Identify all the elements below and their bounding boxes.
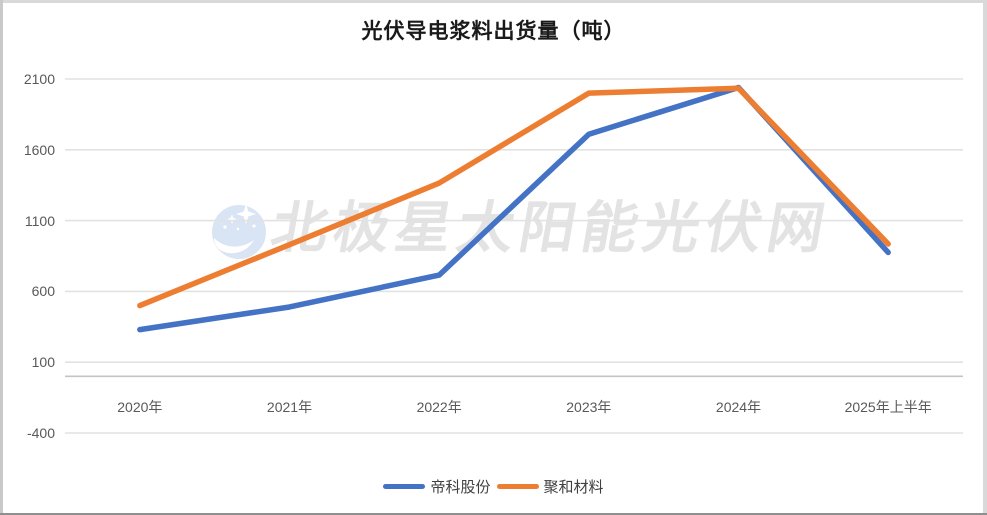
y-tick-label: 600 xyxy=(31,283,55,300)
y-tick-label: -400 xyxy=(26,425,55,441)
y-tick-label: 1600 xyxy=(23,141,55,158)
x-tick-label: 2022年 xyxy=(416,399,462,415)
series1-line-swatch xyxy=(383,483,426,489)
y-tick-label: 2100 xyxy=(23,71,55,87)
series2-line-swatch xyxy=(496,483,539,489)
legend-item-series2: 聚和材料 xyxy=(496,476,604,497)
y-tick-label: 1100 xyxy=(24,212,55,229)
series-line-聚和材料 xyxy=(137,85,891,309)
legend-item-series1: 帝科股份 xyxy=(383,476,491,497)
frame-border-right xyxy=(983,0,987,515)
legend-label-series1: 帝科股份 xyxy=(430,478,491,496)
frame-border-left xyxy=(0,0,3,515)
series-lines xyxy=(137,84,891,333)
frame-border-top xyxy=(0,0,987,3)
legend: 帝科股份 聚和材料 xyxy=(0,473,987,499)
x-tick-label: 2024年 xyxy=(715,399,762,415)
x-tick-label: 2025年上半年 xyxy=(844,399,932,415)
x-tick-label: 2021年 xyxy=(266,399,313,415)
x-tick-label: 2023年 xyxy=(566,399,612,415)
frame-border-bottom xyxy=(0,513,987,515)
gridlines xyxy=(65,78,963,434)
legend-label-series2: 聚和材料 xyxy=(543,478,604,496)
chart-title: 光伏导电浆料出货量（吨） xyxy=(361,20,626,43)
y-tick-label: 100 xyxy=(31,354,55,371)
x-tick-label: 2020年 xyxy=(117,399,163,415)
